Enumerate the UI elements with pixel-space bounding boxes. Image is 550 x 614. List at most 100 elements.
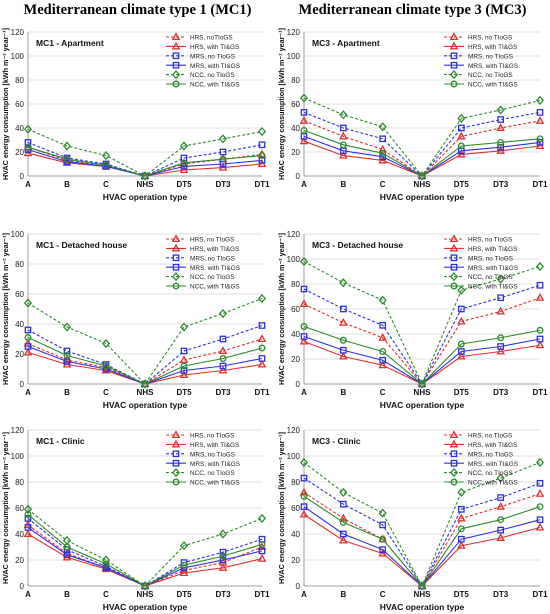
chart-mc3-apartment: 0 20 40 60 80 100 120 A B C NHS DT5 DT3 DT1 HVAC opera…	[277, 28, 548, 202]
y-tick-label: 60	[15, 290, 24, 299]
data-point	[339, 278, 348, 288]
data-point	[535, 488, 545, 497]
series-mrs-no-tiogs	[24, 322, 266, 388]
data-point	[496, 123, 505, 132]
legend-label: MRS, no TIoGS	[190, 53, 235, 60]
data-point	[23, 529, 33, 538]
data-point	[299, 256, 309, 267]
data-point	[180, 163, 188, 170]
chart-mc1-detached-house: 0 20 40 60 80 100 A B C NHS DT5 DT3 DT1 HVAC operatio…	[1, 230, 270, 410]
series-line	[303, 120, 541, 177]
data-point	[299, 336, 309, 345]
y-tick-label: 80	[15, 260, 24, 269]
data-point	[62, 535, 72, 546]
x-tick-label: DT1	[254, 388, 270, 397]
data-point	[179, 355, 189, 364]
series-mrs-no-tiogs	[300, 474, 544, 590]
data-point	[258, 547, 266, 555]
x-tick-label: NHS	[414, 388, 432, 397]
legend-marker	[172, 254, 180, 262]
data-point	[257, 293, 267, 304]
legend-marker	[449, 439, 459, 448]
series-line	[303, 491, 541, 587]
data-point	[218, 308, 228, 319]
data-point	[258, 355, 266, 362]
data-point	[535, 116, 545, 124]
legend-marker	[450, 80, 458, 88]
legend-label: MRS, no TIoGS	[468, 53, 513, 60]
y-tick-label: 0	[296, 172, 301, 181]
legend-marker	[450, 450, 458, 458]
data-point	[23, 338, 33, 347]
legend-label: HRS, with TI&GS	[190, 442, 239, 449]
y-tick-label: 40	[291, 330, 300, 339]
legend-marker	[450, 263, 458, 271]
x-tick-label: NHS	[137, 590, 155, 599]
legend-marker	[172, 478, 180, 486]
legend-label: NCC, with TI&GS	[190, 82, 240, 89]
data-point	[300, 333, 308, 340]
legend-marker	[172, 282, 180, 290]
series-line	[303, 297, 541, 385]
y-tick-label: 100	[11, 52, 25, 61]
data-point	[496, 105, 505, 115]
legend-marker	[172, 80, 180, 88]
y-tick-label: 120	[287, 230, 301, 239]
data-point	[24, 511, 32, 518]
data-point	[179, 568, 189, 577]
data-point	[180, 159, 188, 167]
x-tick-label: DT5	[176, 388, 192, 397]
legend-marker	[172, 459, 180, 467]
data-point	[102, 362, 110, 370]
legend-label: HRS, noTIoGS	[190, 35, 233, 42]
y-tick-label: 80	[291, 478, 300, 487]
x-tick-label: C	[380, 388, 386, 397]
data-point	[299, 487, 309, 496]
data-point	[457, 131, 466, 140]
y-tick-label: 40	[291, 530, 300, 539]
series-line	[27, 508, 263, 587]
x-tick-label: DT1	[532, 388, 548, 397]
legend-label: MRS, with TI&GS	[190, 63, 240, 70]
x-tick-label: C	[103, 180, 109, 189]
x-tick-label: DT3	[493, 388, 509, 397]
series-line	[303, 514, 541, 587]
y-tick-label: 120	[11, 28, 25, 37]
data-point	[219, 160, 227, 168]
data-point	[258, 157, 266, 164]
legend-label: NCC, no TIoGS	[468, 470, 513, 477]
series-line	[303, 340, 541, 385]
data-point	[300, 126, 308, 134]
series-ncc-no-tiogs	[23, 504, 267, 591]
x-tick-label: B	[340, 180, 346, 189]
series-ncc-with-ti-gs	[24, 511, 266, 590]
y-tick-label: 120	[287, 28, 301, 37]
data-point	[497, 143, 505, 151]
data-point	[339, 487, 348, 497]
data-point	[299, 116, 309, 124]
x-axis-title: HVAC operation type	[103, 192, 188, 202]
data-point	[24, 343, 32, 350]
legend-label: NCC, with TI&GS	[468, 480, 518, 487]
data-point	[102, 161, 110, 169]
data-point	[180, 561, 188, 569]
data-point	[24, 146, 32, 153]
data-point	[457, 525, 465, 533]
y-tick-label: 40	[15, 530, 24, 539]
legend-marker	[171, 32, 181, 41]
data-point	[379, 149, 387, 157]
legend-marker	[450, 478, 458, 486]
data-point	[457, 305, 465, 313]
series-hrs-no-tiogs	[23, 520, 267, 590]
legend-marker	[450, 459, 458, 467]
data-point	[457, 340, 465, 348]
data-point	[536, 335, 544, 343]
legend-marker	[172, 450, 180, 458]
x-tick-label: DT5	[454, 590, 470, 599]
data-point	[299, 457, 309, 468]
series-hrs-with-ti-gs	[23, 529, 267, 590]
x-axis-title: HVAC operation type	[380, 602, 465, 612]
series-ncc-with-ti-gs	[300, 323, 544, 388]
data-point	[496, 274, 505, 284]
data-point	[219, 148, 227, 156]
